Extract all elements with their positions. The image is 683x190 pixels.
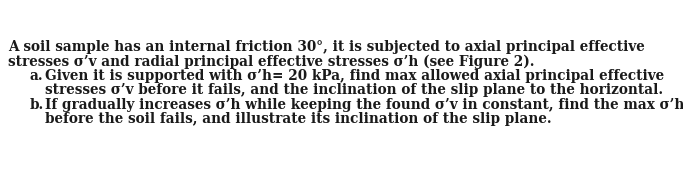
Text: before the soil fails, and illustrate its inclination of the slip plane.: before the soil fails, and illustrate it… [45,112,552,127]
Text: stresses σ’v before it fails, and the inclination of the slip plane to the horiz: stresses σ’v before it fails, and the in… [45,83,663,97]
Text: stresses σ’v and radial principal effective stresses σ’h (see Figure 2).: stresses σ’v and radial principal effect… [8,55,535,69]
Text: If gradually increases σ’h while keeping the found σ’v in constant, find the max: If gradually increases σ’h while keeping… [45,98,683,112]
Text: A soil sample has an internal friction 30°, it is subjected to axial principal e: A soil sample has an internal friction 3… [8,40,645,54]
Text: Given it is supported with σ’h= 20 kPa, find max allowed axial principal effecti: Given it is supported with σ’h= 20 kPa, … [45,69,664,83]
Text: b.: b. [30,98,44,112]
Text: a.: a. [30,69,44,83]
